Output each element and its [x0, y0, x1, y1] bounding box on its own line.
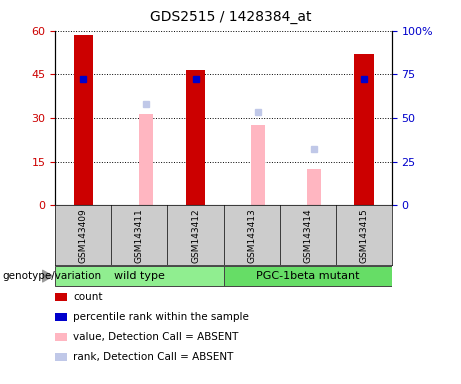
Text: GSM143411: GSM143411: [135, 209, 144, 263]
Text: GDS2515 / 1428384_at: GDS2515 / 1428384_at: [150, 10, 311, 23]
Bar: [251, 125, 266, 205]
Text: wild type: wild type: [114, 271, 165, 281]
Text: count: count: [73, 292, 102, 302]
Text: value, Detection Call = ABSENT: value, Detection Call = ABSENT: [73, 332, 238, 342]
Bar: [139, 114, 153, 205]
Polygon shape: [42, 270, 53, 282]
Bar: [55, 266, 224, 286]
Bar: [307, 169, 321, 205]
Bar: [224, 266, 392, 286]
Text: GSM143414: GSM143414: [303, 209, 312, 263]
Text: GSM143409: GSM143409: [79, 209, 88, 263]
Text: rank, Detection Call = ABSENT: rank, Detection Call = ABSENT: [73, 352, 233, 362]
Text: GSM143415: GSM143415: [359, 209, 368, 263]
Text: percentile rank within the sample: percentile rank within the sample: [73, 312, 249, 322]
Bar: [74, 35, 93, 205]
Text: PGC-1beta mutant: PGC-1beta mutant: [256, 271, 360, 281]
Bar: [186, 70, 205, 205]
Text: GSM143412: GSM143412: [191, 209, 200, 263]
Text: GSM143413: GSM143413: [247, 209, 256, 263]
Text: genotype/variation: genotype/variation: [2, 271, 101, 281]
Bar: [354, 54, 373, 205]
